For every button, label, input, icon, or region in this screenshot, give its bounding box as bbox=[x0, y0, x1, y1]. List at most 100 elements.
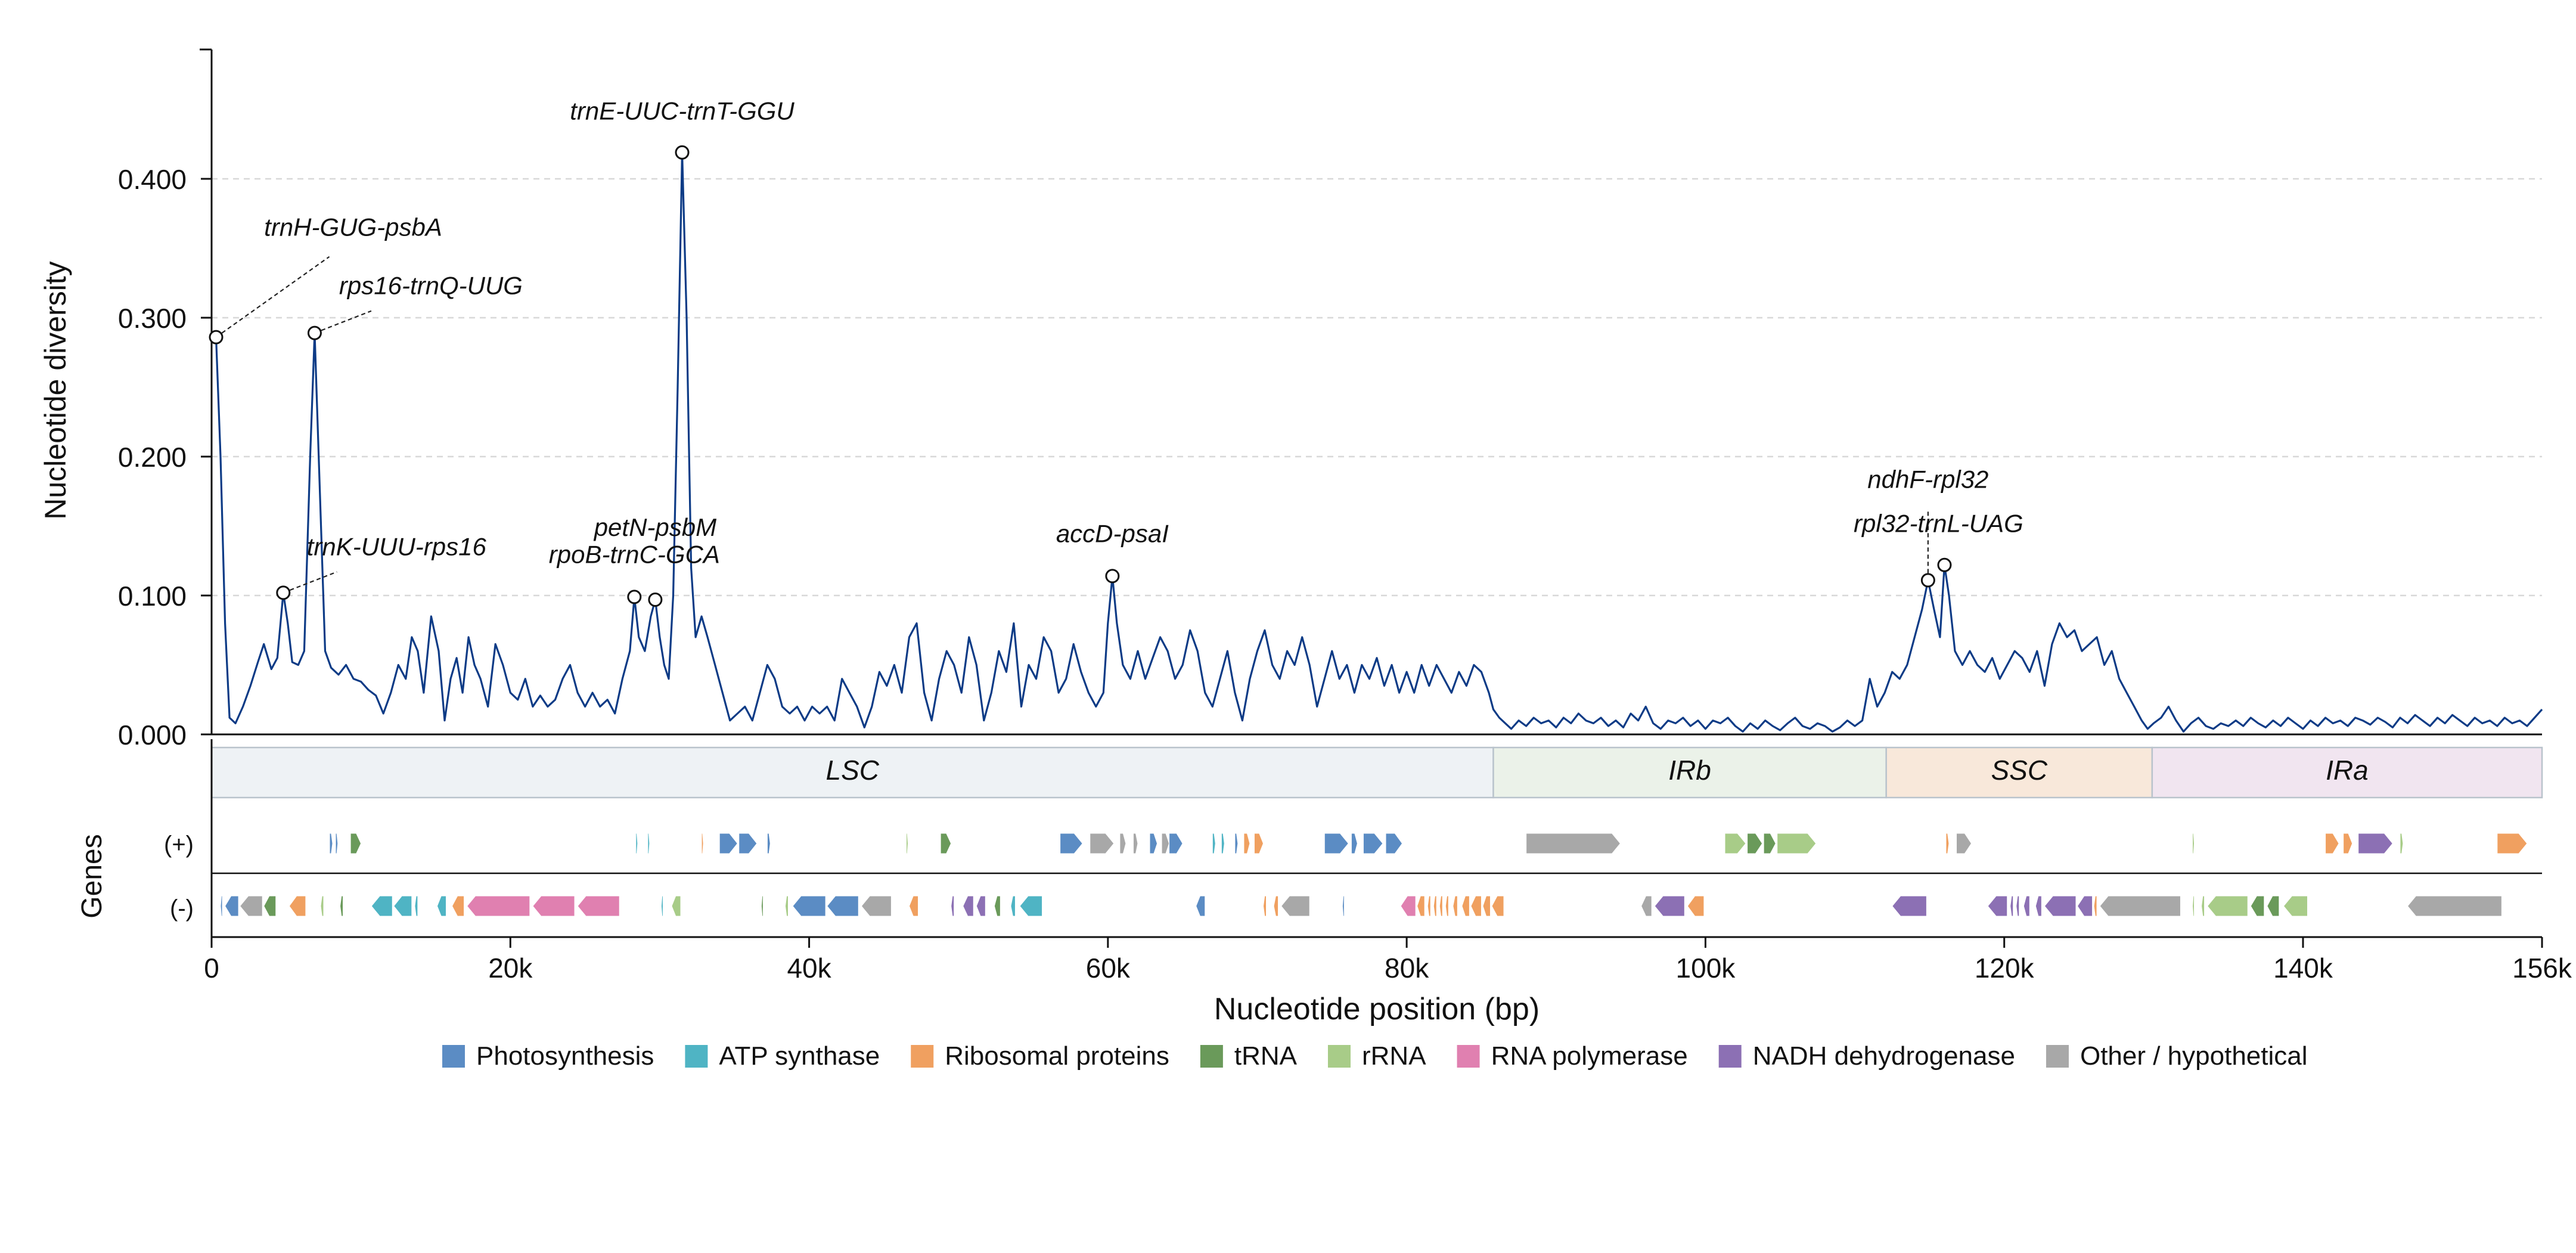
gene-plus bbox=[1243, 833, 1250, 854]
peak-label: rps16-trnQ-UUG bbox=[339, 272, 523, 300]
gene-minus bbox=[1010, 895, 1016, 917]
legend-label: Other / hypothetical bbox=[2080, 1041, 2308, 1071]
gene-map bbox=[220, 833, 2528, 917]
gene-minus bbox=[2201, 895, 2205, 917]
gene-plus bbox=[1149, 833, 1158, 854]
gene-plus bbox=[940, 833, 952, 854]
gene-minus bbox=[2206, 895, 2248, 917]
gene-minus bbox=[660, 895, 663, 917]
gene-plus bbox=[1253, 833, 1264, 854]
peak-marker bbox=[1920, 573, 1935, 588]
peak-marker bbox=[1937, 557, 1952, 572]
gene-minus bbox=[393, 895, 412, 917]
gene-minus bbox=[2099, 895, 2181, 917]
peak-label: ndhF-rpl32 bbox=[1867, 465, 1988, 493]
gene-minus bbox=[1491, 895, 1504, 917]
legend-label: RNA polymerase bbox=[1491, 1041, 1688, 1071]
peak-marker bbox=[276, 585, 291, 600]
gene-plus bbox=[1363, 833, 1383, 854]
peak-marker bbox=[209, 330, 224, 345]
grid-lines bbox=[212, 178, 2542, 597]
gene-minus bbox=[2283, 895, 2308, 917]
x-axis-label: Nucleotide position (bp) bbox=[1214, 992, 1540, 1026]
x-tick-label: 100k bbox=[1676, 953, 1736, 984]
region-irb bbox=[1492, 746, 1887, 799]
gene-plus bbox=[1090, 833, 1115, 854]
legend-label: Ribosomal proteins bbox=[945, 1041, 1169, 1071]
gene-minus bbox=[1654, 895, 1685, 917]
peak-label: rpoB-trnC-GCA bbox=[549, 540, 720, 568]
gene-minus bbox=[1427, 895, 1431, 917]
gene-minus bbox=[1987, 895, 2008, 917]
legend-swatch bbox=[1200, 1045, 1223, 1068]
gene-minus bbox=[908, 895, 919, 917]
gene-minus bbox=[792, 895, 826, 917]
gene-minus bbox=[2267, 895, 2280, 917]
gene-minus bbox=[1400, 895, 1416, 917]
gene-minus bbox=[340, 895, 344, 917]
gene-minus bbox=[2077, 895, 2093, 917]
gene-minus bbox=[1433, 895, 1437, 917]
legend-swatch bbox=[1328, 1045, 1351, 1068]
gene-plus bbox=[1777, 833, 1817, 854]
x-tick-label: 156k bbox=[2512, 953, 2572, 984]
x-tick-label: 20k bbox=[488, 953, 533, 984]
gene-minus bbox=[532, 895, 575, 917]
gene-minus bbox=[1461, 895, 1470, 917]
gene-plus bbox=[1132, 833, 1138, 854]
gene-minus bbox=[2023, 895, 2030, 917]
legend-label: ATP synthase bbox=[719, 1041, 880, 1071]
gene-minus bbox=[976, 895, 986, 917]
gene-minus bbox=[239, 895, 263, 917]
gene-plus bbox=[1385, 833, 1403, 854]
peak-marker bbox=[307, 325, 322, 340]
legend-swatch bbox=[1718, 1045, 1742, 1068]
gene-plus bbox=[1234, 833, 1239, 854]
gene-minus bbox=[288, 895, 306, 917]
legend: Photosynthesis ATP synthase Ribosomal prot… bbox=[442, 1041, 2308, 1071]
gene-plus bbox=[1169, 833, 1183, 854]
peak-marker bbox=[627, 590, 642, 604]
gene-minus bbox=[1342, 895, 1345, 917]
genome-regions-bar: LSC IRb SSC IRa bbox=[210, 746, 2543, 799]
gene-minus bbox=[671, 895, 681, 917]
minus-strand-label: (-) bbox=[170, 895, 194, 922]
gene-minus bbox=[2407, 895, 2502, 917]
peak-leader-line bbox=[314, 310, 372, 334]
x-tick-label: 120k bbox=[1975, 953, 2035, 984]
gene-minus bbox=[1892, 895, 1927, 917]
region-lsc bbox=[210, 746, 1494, 799]
region-label: LSC bbox=[826, 755, 880, 786]
y-axis-label: Nucleotide diversity bbox=[39, 261, 72, 520]
gene-plus bbox=[701, 833, 704, 854]
gene-plus bbox=[635, 833, 638, 854]
peak-annotations: trnH-GUG-psbA rps16-trnQ-UUG trnK-UUU-rps1… bbox=[209, 97, 2023, 607]
gene-minus bbox=[2093, 895, 2097, 917]
gene-minus bbox=[761, 895, 764, 917]
diversity-line-series bbox=[210, 151, 2543, 733]
gene-minus bbox=[320, 895, 324, 917]
gene-minus bbox=[2010, 895, 2014, 917]
peak-marker bbox=[1105, 569, 1120, 584]
region-label: IRb bbox=[1668, 755, 1711, 786]
gene-minus bbox=[861, 895, 892, 917]
peak-marker bbox=[648, 592, 663, 607]
gene-plus bbox=[1945, 833, 1950, 854]
gene-minus bbox=[1263, 895, 1267, 917]
gene-plus bbox=[2192, 833, 2195, 854]
gene-plus bbox=[905, 833, 908, 854]
legend-swatch bbox=[685, 1045, 708, 1068]
gene-minus bbox=[1273, 895, 1279, 917]
gene-minus bbox=[1280, 895, 1310, 917]
region-ira bbox=[2151, 746, 2543, 799]
gene-minus bbox=[2044, 895, 2077, 917]
gene-plus bbox=[1351, 833, 1358, 854]
gene-minus bbox=[577, 895, 620, 917]
gene-minus bbox=[414, 895, 418, 917]
gene-plus bbox=[350, 833, 362, 854]
gene-minus bbox=[263, 895, 277, 917]
peak-leader-line bbox=[215, 256, 330, 338]
gene-plus bbox=[2497, 833, 2528, 854]
x-tick-label: 80k bbox=[1385, 953, 1429, 984]
